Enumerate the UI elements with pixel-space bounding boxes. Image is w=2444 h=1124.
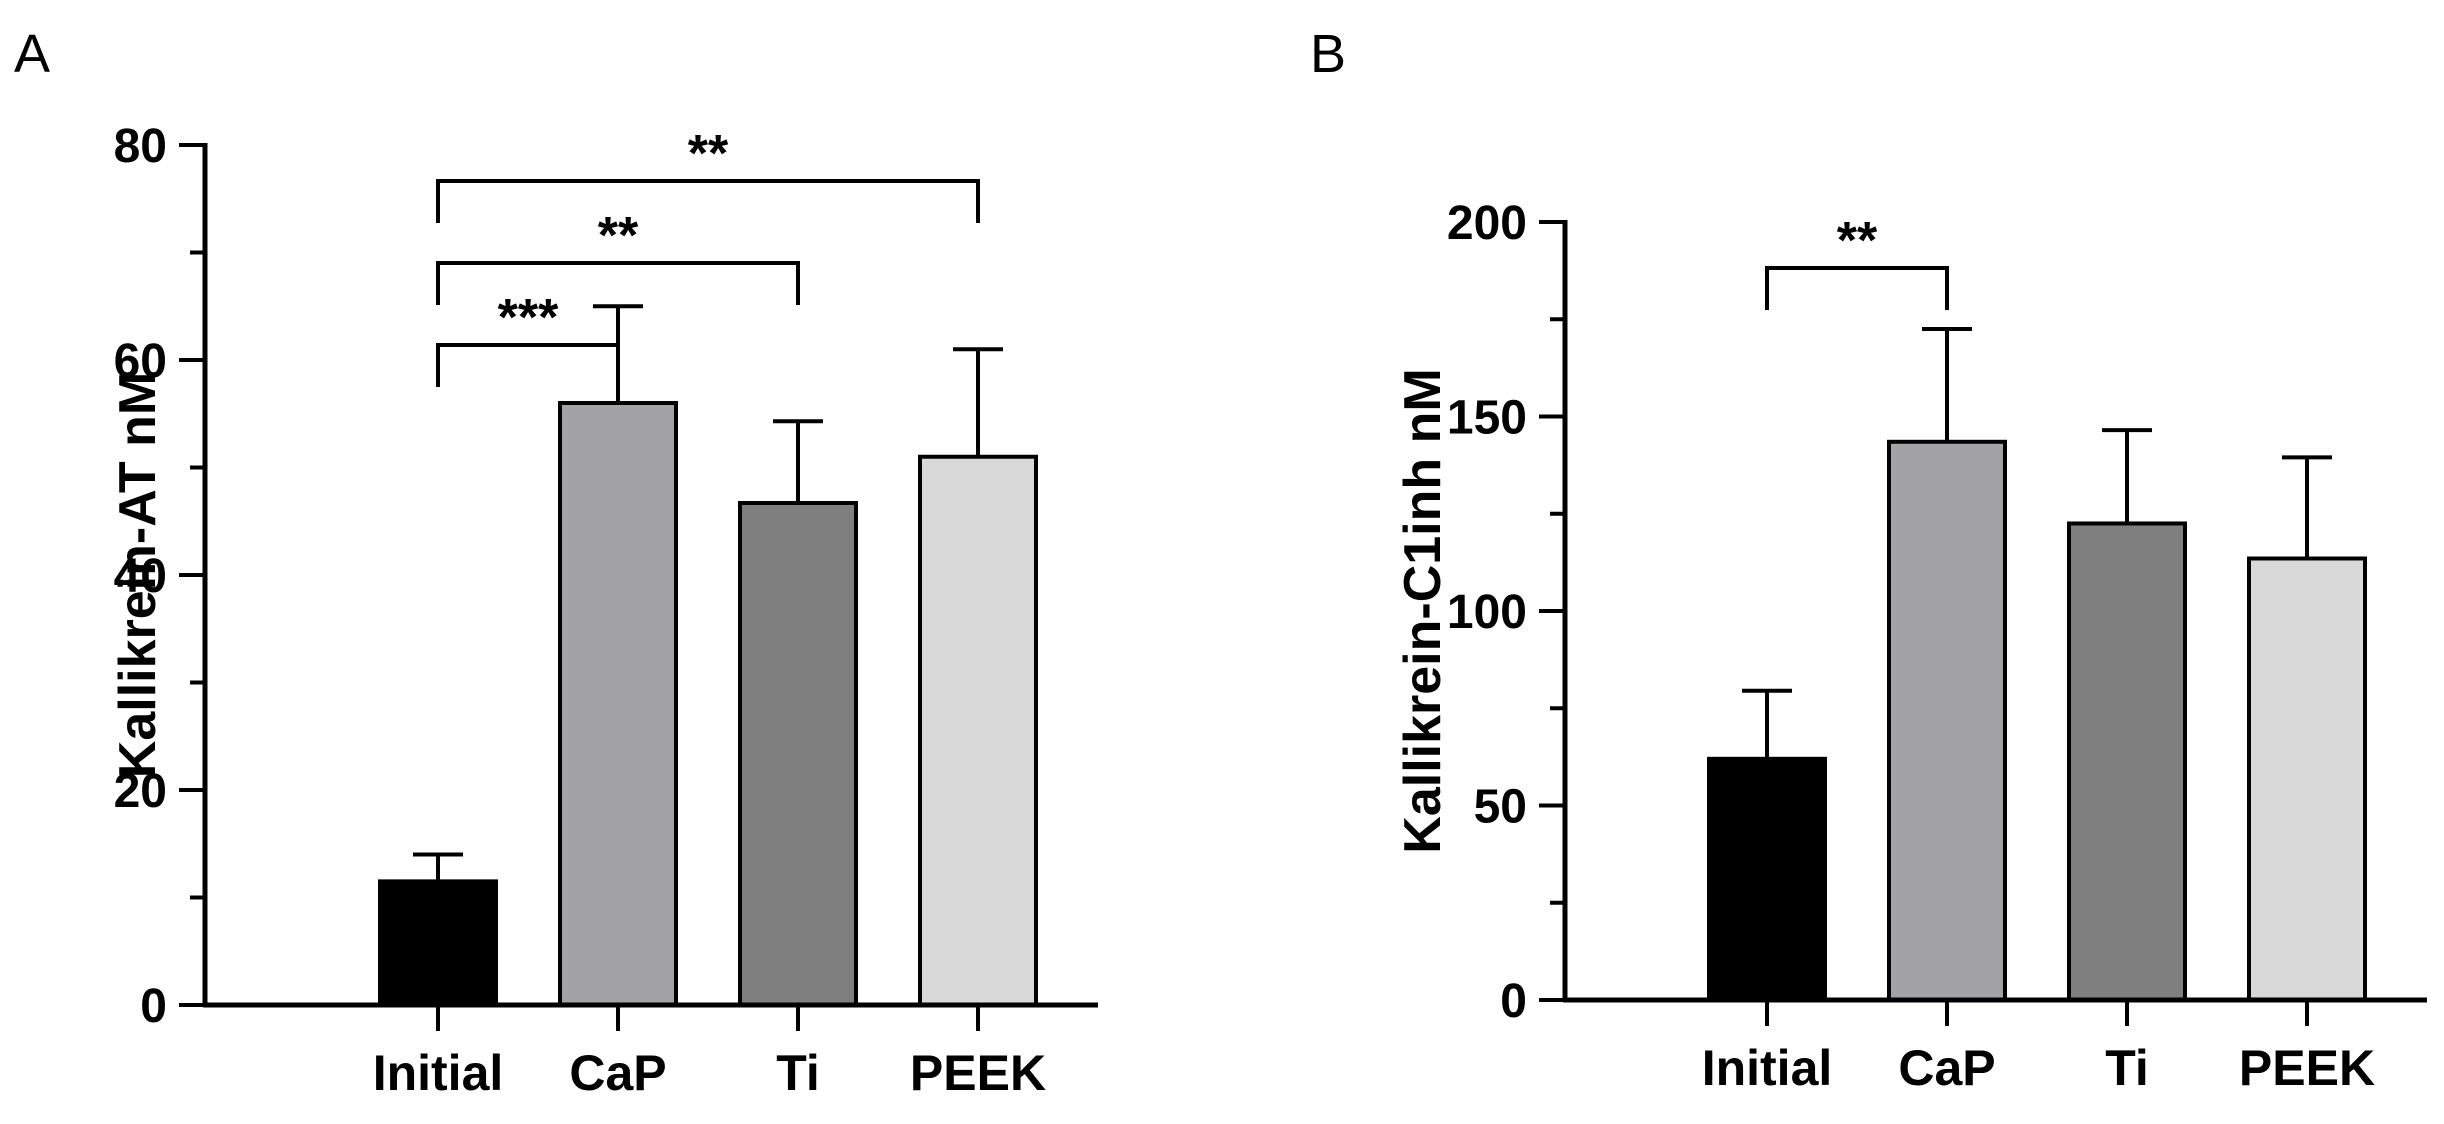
y-tick-label: 50 [1474,781,1527,834]
y-axis-title: Kallikrein-C1inh nM [1394,368,1452,853]
x-tick-label: CaP [1898,1040,1995,1096]
significance-bracket [436,343,620,387]
bar-cap [1887,439,2007,1003]
significance-label: *** [498,289,559,347]
y-tick-label: 150 [1447,392,1527,445]
significance-label: ** [688,125,729,183]
y-tick-label: 200 [1447,197,1527,250]
bar-cap [558,401,678,1007]
bar-peek [918,454,1038,1007]
x-tick-label: PEEK [910,1045,1046,1101]
x-tick-label: Initial [373,1045,504,1101]
y-tick-label: 80 [114,120,167,173]
y-tick-label: 100 [1447,586,1527,639]
chart-panel-a: Initial CaP Ti PEEK 0 20 40 60 80 Kallikrein-AT n… [109,120,1098,1101]
y-tick-label: 40 [114,550,167,603]
x-tick-label: Initial [1702,1040,1833,1096]
significance-label: ** [1837,212,1878,270]
x-tick-label: Ti [2105,1040,2149,1096]
y-tick-label: 20 [114,765,167,818]
panel-a-label: A [14,24,50,84]
y-tick-label: 60 [114,335,167,388]
significance-bracket [436,261,800,305]
y-tick-label: 0 [140,980,167,1033]
y-axis-title: Kallikrein-AT nM [109,372,167,778]
x-tick-label: Ti [776,1045,820,1101]
bar-ti [738,500,858,1007]
chart-panel-b: Initial CaP Ti PEEK 0 50 100 150 200 Kallikrein-C… [1394,197,2427,1096]
significance-bracket [1765,266,1949,310]
x-tick-label: CaP [569,1045,666,1101]
significance-bracket [436,179,980,223]
x-tick-label: PEEK [2239,1040,2375,1096]
bar-ti [2067,521,2187,1002]
bar-peek [2247,556,2367,1002]
significance-label: ** [598,207,639,265]
y-tick-label: 0 [1500,975,1527,1028]
panel-b-label: B [1310,24,1346,84]
bar-initial [1707,756,1827,1002]
bar-initial [378,879,498,1007]
